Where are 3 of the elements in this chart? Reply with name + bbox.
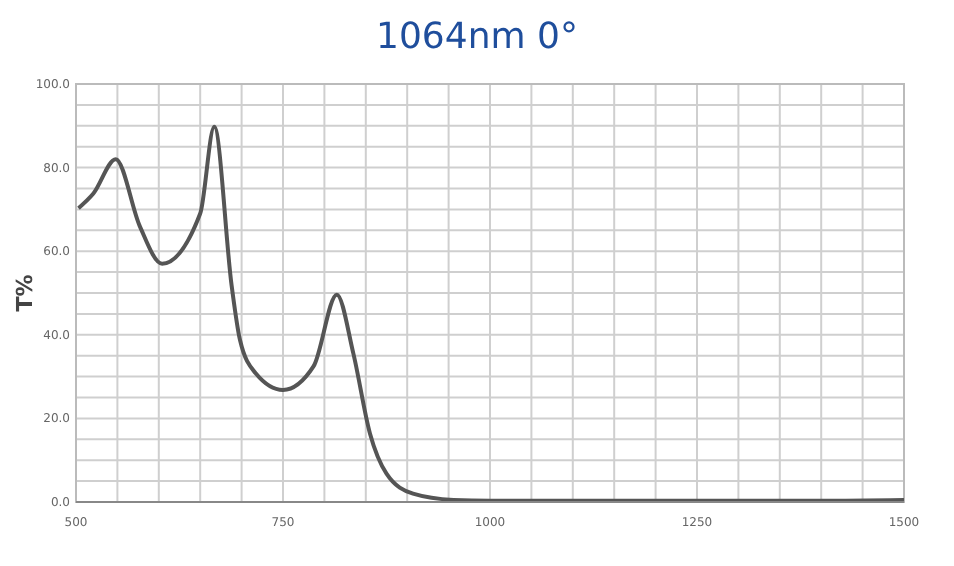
chart-title: 1064nm 0° bbox=[376, 16, 578, 58]
line-series bbox=[76, 124, 906, 503]
y-axis-title: T% bbox=[12, 274, 38, 312]
